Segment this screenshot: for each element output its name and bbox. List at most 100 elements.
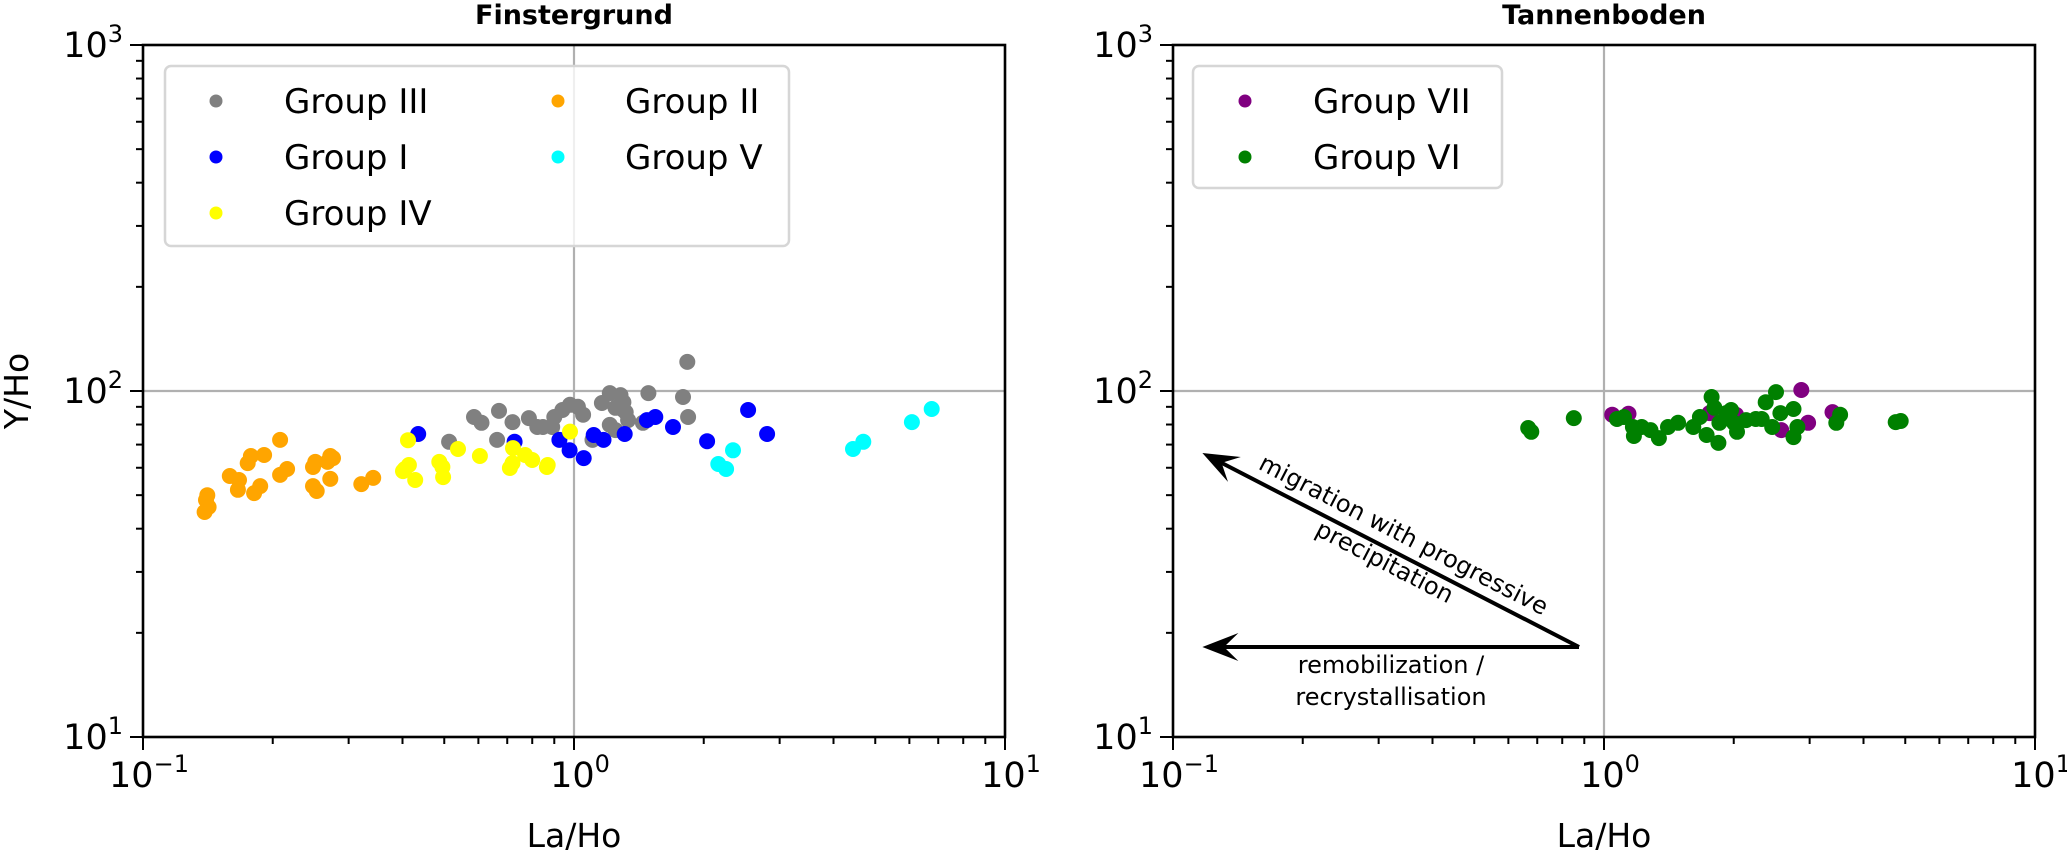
- data-point: [1650, 430, 1667, 447]
- data-point: [504, 414, 521, 431]
- legend-entry: Group II: [551, 82, 759, 122]
- data-point: [923, 401, 940, 417]
- y-tick-label-base: 10: [1093, 718, 1138, 758]
- series-group-vi: [1520, 384, 1909, 451]
- data-point: [256, 447, 273, 463]
- x-tick-label-exponent: 0: [1625, 750, 1640, 778]
- data-point: [246, 485, 263, 502]
- data-point: [1729, 423, 1745, 440]
- series-group-ii: [196, 431, 382, 520]
- panel-title: Finstergrund: [475, 0, 673, 31]
- legend-label: Group VII: [1313, 82, 1471, 122]
- data-point: [1757, 394, 1774, 411]
- x-axis-label: La/Ho: [527, 816, 622, 854]
- data-point: [353, 476, 370, 493]
- data-point: [1710, 434, 1727, 451]
- data-point: [616, 426, 633, 442]
- legend-marker: [551, 94, 565, 108]
- data-point: [325, 450, 341, 467]
- x-tick-label-base: 10: [1139, 756, 1184, 796]
- legend-entry: Group I: [209, 138, 408, 178]
- y-tick-label: 101: [63, 712, 123, 758]
- y-tick-label-exponent: 3: [108, 20, 123, 48]
- data-point: [505, 440, 521, 457]
- data-point: [489, 431, 506, 448]
- data-point: [1785, 401, 1802, 417]
- data-point: [534, 419, 551, 435]
- reference-grid: [1173, 45, 2035, 737]
- legend-entry: Group IV: [209, 194, 432, 234]
- data-point: [365, 469, 382, 486]
- data-point: [239, 455, 256, 472]
- annotation-remobilization-line-2: recrystallisation: [1295, 683, 1486, 711]
- data-point: [679, 353, 696, 370]
- data-point: [272, 431, 289, 448]
- y-tick-label-exponent: 1: [108, 712, 123, 740]
- data-point: [229, 481, 246, 498]
- legend-label: Group II: [625, 82, 759, 122]
- x-axis-label: La/Ho: [1557, 816, 1652, 854]
- data-point: [407, 472, 424, 488]
- legend-marker: [209, 150, 223, 164]
- legend-frame: [163, 64, 791, 248]
- data-point: [1523, 423, 1540, 440]
- series-group-v: [710, 401, 940, 477]
- data-point: [575, 406, 592, 423]
- y-tick-label: 103: [1093, 20, 1153, 66]
- legend-frame: [1191, 64, 1504, 190]
- y-tick-label-base: 10: [63, 372, 108, 412]
- legend-entry: Group V: [551, 138, 763, 178]
- data-point: [473, 414, 490, 431]
- y-tick-label-exponent: 1: [1138, 712, 1153, 740]
- data-point: [1698, 427, 1715, 443]
- legend-entry: Group III: [209, 82, 428, 122]
- data-point: [450, 441, 466, 457]
- data-point: [400, 432, 416, 449]
- annotation-arrow-head: [1202, 452, 1241, 482]
- data-point: [1768, 384, 1784, 401]
- data-point: [1565, 410, 1582, 427]
- legend-label: Group VI: [1313, 138, 1461, 178]
- y-axis-label: Y/Ho: [0, 353, 36, 430]
- legend-label: Group I: [284, 138, 408, 178]
- annotation-arrow-head: [1202, 633, 1239, 662]
- data-point: [699, 433, 716, 450]
- data-point: [196, 504, 213, 520]
- data-point: [562, 423, 578, 440]
- data-point: [1892, 413, 1909, 429]
- series-group-i: [410, 402, 776, 467]
- data-point: [1764, 419, 1781, 435]
- data-point: [759, 426, 776, 442]
- data-point: [561, 442, 578, 459]
- data-point: [1670, 414, 1687, 431]
- annotation-arrow-shaft: [1213, 457, 1580, 649]
- x-tick-label-base: 10: [550, 756, 595, 796]
- data-point: [305, 459, 321, 475]
- y-tick-label-base: 10: [63, 718, 108, 758]
- panel-title: Tannenboden: [1502, 0, 1706, 31]
- data-point: [665, 419, 681, 435]
- data-point: [279, 461, 296, 477]
- y-tick-label: 101: [1093, 712, 1153, 758]
- legend-marker: [209, 206, 223, 220]
- annotation-remobilization-line-1: remobilization /: [1298, 651, 1485, 679]
- scatter-points: [1520, 382, 1909, 451]
- data-point: [680, 409, 697, 425]
- y-tick-label: 102: [1093, 366, 1153, 412]
- data-point: [595, 431, 612, 448]
- legend-marker: [1238, 94, 1252, 108]
- y-tick-label: 103: [63, 20, 123, 66]
- legend-label: Group III: [284, 82, 428, 122]
- data-point: [740, 402, 757, 418]
- legend: Group VII Group VI: [1191, 64, 1504, 190]
- data-point: [396, 461, 413, 477]
- data-point: [501, 460, 518, 476]
- data-point: [845, 441, 861, 457]
- data-point: [308, 483, 325, 499]
- data-point: [1785, 429, 1802, 446]
- data-point: [675, 389, 691, 405]
- y-tick-label-base: 10: [1093, 372, 1138, 412]
